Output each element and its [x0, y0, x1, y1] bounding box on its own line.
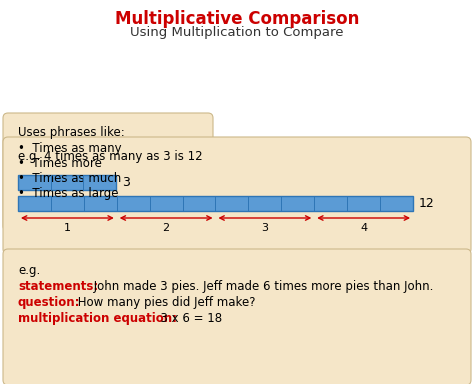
Bar: [18, 175, 116, 190]
Text: multiplication equation:: multiplication equation:: [18, 312, 177, 325]
FancyBboxPatch shape: [3, 137, 471, 254]
FancyBboxPatch shape: [3, 113, 213, 231]
Text: 3 x 6 = 18: 3 x 6 = 18: [153, 312, 222, 325]
Text: e.g. 4 times as many as 3 is 12: e.g. 4 times as many as 3 is 12: [18, 150, 202, 163]
Text: statements:: statements:: [18, 280, 98, 293]
Text: 4: 4: [360, 223, 367, 233]
Text: e.g.: e.g.: [18, 264, 40, 277]
Text: 3: 3: [261, 223, 268, 233]
Text: •  Times as many: • Times as many: [18, 142, 122, 155]
Text: Multiplicative Comparison: Multiplicative Comparison: [115, 10, 359, 28]
Text: •  Times as much: • Times as much: [18, 172, 121, 185]
Text: John made 3 pies. Jeff made 6 times more pies than John.: John made 3 pies. Jeff made 6 times more…: [90, 280, 433, 293]
Text: 2: 2: [163, 223, 170, 233]
FancyBboxPatch shape: [3, 249, 471, 384]
Text: Using Multiplication to Compare: Using Multiplication to Compare: [130, 26, 344, 39]
Bar: [18, 196, 413, 211]
Text: question:: question:: [18, 296, 81, 309]
Text: •  Times more: • Times more: [18, 157, 102, 170]
Text: How many pies did Jeff make?: How many pies did Jeff make?: [74, 296, 255, 309]
Text: 3: 3: [122, 176, 130, 189]
Text: Uses phrases like:: Uses phrases like:: [18, 126, 125, 139]
Text: •  Times as large: • Times as large: [18, 187, 118, 200]
Text: 12: 12: [419, 197, 435, 210]
Text: 1: 1: [64, 223, 71, 233]
